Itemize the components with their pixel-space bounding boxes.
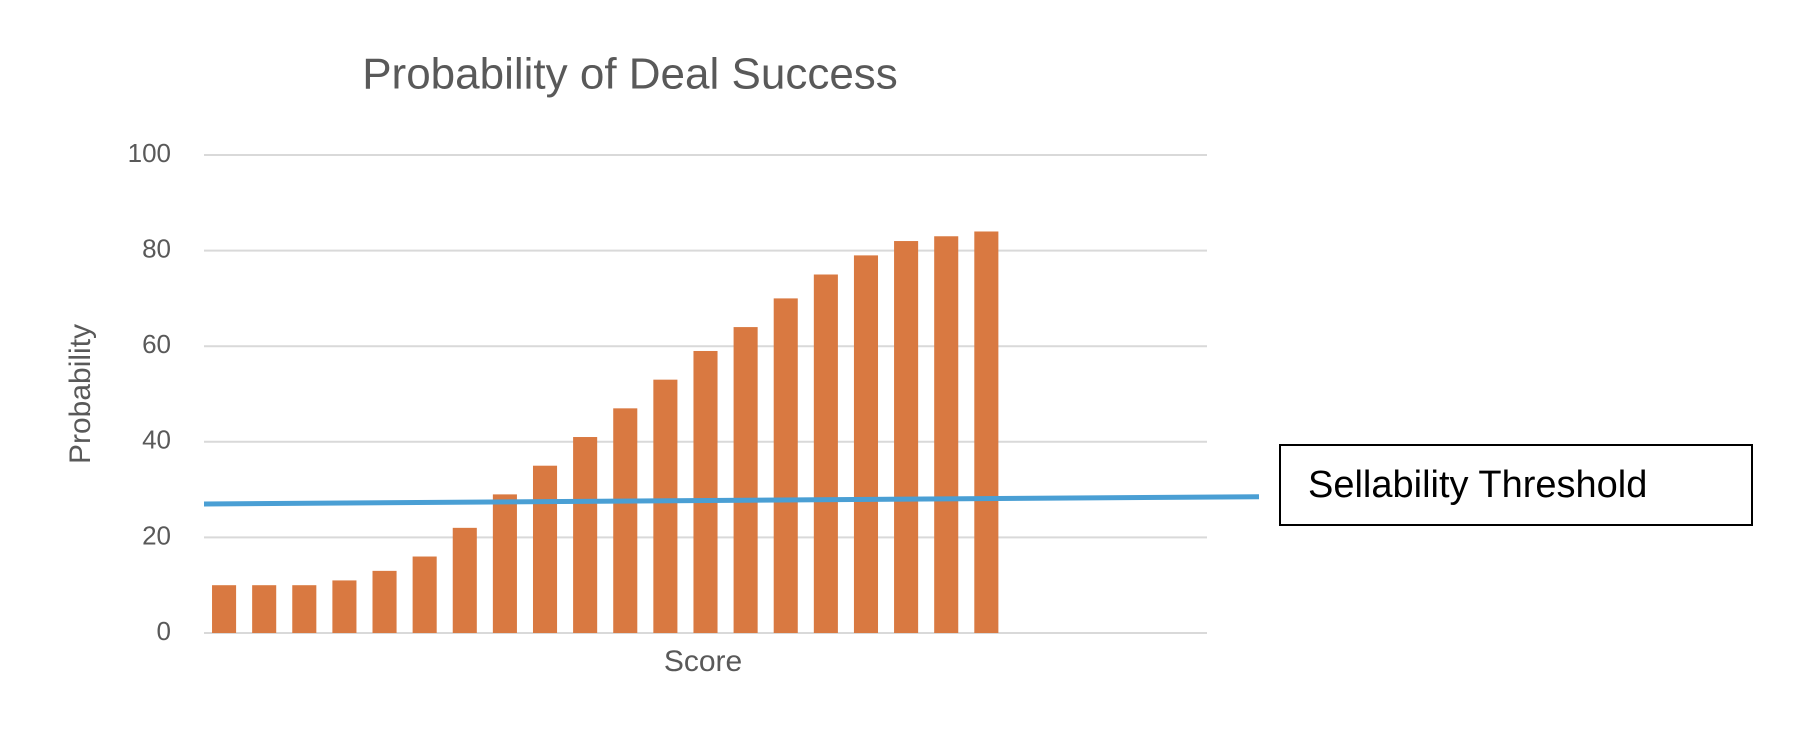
bar	[532, 465, 558, 633]
bar	[252, 585, 277, 633]
chart-title: Probability of Deal Success	[362, 50, 898, 99]
annotation-text: Sellability Threshold	[1308, 464, 1647, 506]
y-tick-label: 40	[142, 425, 171, 455]
bar	[452, 527, 477, 633]
bar	[813, 274, 838, 633]
bar	[212, 585, 237, 633]
y-tick-label: 0	[157, 616, 171, 646]
bar	[573, 437, 598, 633]
y-axis-label: Probability	[64, 324, 97, 464]
bar	[733, 327, 758, 633]
bar	[292, 585, 317, 633]
bar	[934, 236, 959, 633]
bar	[974, 231, 999, 634]
y-tick-label: 100	[128, 138, 171, 168]
bar	[372, 570, 397, 633]
y-tick-label: 60	[142, 329, 171, 359]
bar	[412, 556, 437, 633]
bar	[613, 408, 638, 633]
y-tick-label: 20	[142, 520, 171, 550]
threshold-line	[203, 494, 1260, 507]
bar	[894, 241, 919, 634]
bar	[653, 379, 678, 633]
bar	[332, 580, 357, 633]
bar	[492, 494, 517, 633]
bar	[773, 298, 798, 633]
bar	[853, 255, 879, 633]
annotation-box	[1279, 444, 1753, 526]
bar	[693, 350, 718, 633]
y-tick-label: 80	[142, 233, 171, 263]
x-axis-label: Score	[664, 645, 742, 678]
